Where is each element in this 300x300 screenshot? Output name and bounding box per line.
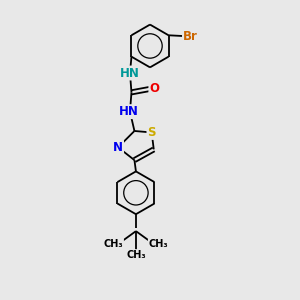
Text: HN: HN: [118, 105, 138, 118]
Text: HN: HN: [120, 67, 140, 80]
Text: Br: Br: [183, 30, 198, 43]
Text: Br: Br: [183, 30, 198, 43]
Text: CH₃: CH₃: [103, 238, 123, 249]
Text: S: S: [147, 126, 156, 139]
Text: N: N: [113, 141, 123, 154]
Text: CH₃: CH₃: [126, 250, 146, 260]
Text: O: O: [149, 82, 159, 95]
Text: CH₃: CH₃: [149, 238, 168, 249]
